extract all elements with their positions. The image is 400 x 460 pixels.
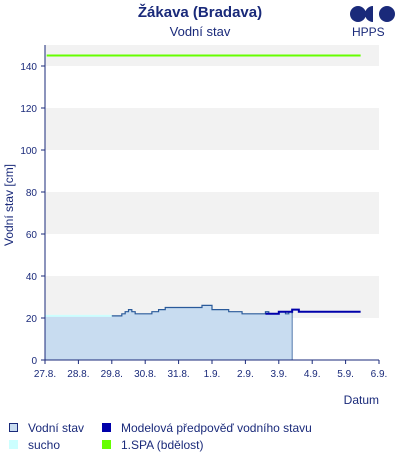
logo-text: HPPS bbox=[352, 25, 385, 39]
legend-swatch-sucho bbox=[9, 440, 18, 449]
x-tick-label: 3.9. bbox=[270, 369, 287, 380]
grid-band bbox=[45, 192, 379, 234]
chart-title: Žákava (Bradava) bbox=[137, 4, 263, 21]
logo-circle-left bbox=[350, 6, 366, 22]
x-tick-label: 4.9. bbox=[304, 369, 321, 380]
y-tick-label: 120 bbox=[20, 104, 37, 115]
axes-layer: 0 20 40 60 80 100 120 140 27.8. 28.8. 29.8. 30.8. 31… bbox=[20, 45, 387, 380]
legend-swatch-vodni-stav bbox=[9, 423, 18, 432]
y-axis-label: Vodní stav [cm] bbox=[2, 164, 16, 246]
legend-swatch-forecast bbox=[102, 423, 111, 432]
y-tick-label: 20 bbox=[26, 314, 38, 325]
legend-swatch-spa1 bbox=[102, 440, 111, 449]
water-level-area bbox=[45, 305, 293, 360]
y-tick-label: 40 bbox=[26, 272, 38, 283]
x-tick-label: 5.9. bbox=[337, 369, 354, 380]
hpps-logo bbox=[350, 6, 395, 22]
x-tick-label: 6.9. bbox=[371, 369, 388, 380]
logo-half-circle bbox=[365, 6, 373, 22]
x-tick-label: 2.9. bbox=[237, 369, 254, 380]
forecast-line bbox=[265, 308, 361, 315]
legend-label-sucho: sucho bbox=[28, 438, 61, 452]
legend-label-vodni-stav: Vodní stav bbox=[28, 421, 85, 435]
legend-label-spa1: 1.SPA (bdělost) bbox=[121, 438, 204, 452]
y-tick-label: 100 bbox=[20, 146, 37, 157]
y-tick-label: 140 bbox=[20, 62, 37, 73]
series-layer bbox=[45, 54, 361, 360]
y-tick-label: 60 bbox=[26, 230, 38, 241]
grid-band bbox=[45, 108, 379, 150]
grid-bands bbox=[45, 45, 379, 318]
x-tick-label: 31.8. bbox=[167, 369, 189, 380]
logo-circle-right bbox=[379, 6, 395, 22]
x-tick-label: 1.9. bbox=[204, 369, 221, 380]
x-tick-label: 30.8. bbox=[134, 369, 156, 380]
chart-subtitle: Vodní stav bbox=[169, 24, 231, 39]
x-tick-label: 28.8. bbox=[67, 369, 89, 380]
y-tick-label: 0 bbox=[31, 356, 37, 367]
x-axis-label: Datum bbox=[344, 393, 379, 407]
x-tick-label: 27.8. bbox=[34, 369, 56, 380]
legend-label-forecast: Modelová předpověď vodního stavu bbox=[121, 421, 312, 435]
y-tick-label: 80 bbox=[26, 188, 38, 199]
x-tick-label: 29.8. bbox=[101, 369, 123, 380]
